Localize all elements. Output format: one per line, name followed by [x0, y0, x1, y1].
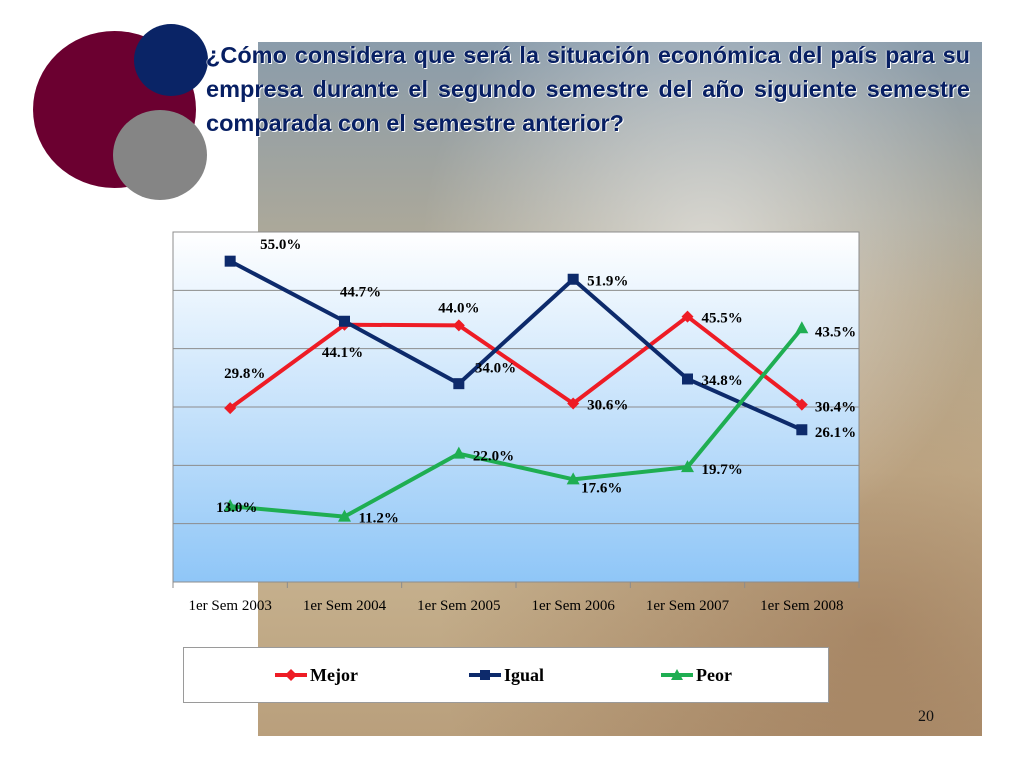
data-label-igual: 34.0%: [475, 361, 516, 377]
legend: Mejor Igual Peor: [183, 647, 829, 703]
marker-peor: [795, 321, 809, 334]
legend-item-peor: Peor: [601, 665, 791, 686]
data-label-igual: 44.7%: [340, 284, 381, 300]
marker-igual: [224, 255, 236, 267]
series-line-peor: [229, 326, 804, 519]
marker-peor: [452, 446, 466, 459]
data-label-peor: 43.5%: [815, 324, 856, 340]
series-layer: [223, 255, 809, 522]
data-label-mejor: 44.0%: [438, 300, 479, 316]
data-label-mejor: 30.4%: [815, 400, 856, 416]
marker-igual: [682, 373, 693, 385]
legend-marker-peor: [661, 669, 693, 680]
legend-label-igual: Igual: [503, 664, 545, 685]
data-label-peor: 13.0%: [216, 500, 257, 516]
marker-mejor: [795, 398, 808, 411]
data-label-peor: 11.2%: [359, 511, 399, 527]
x-tick-label: 1er Sem 2005: [417, 598, 500, 614]
x-tick-label: 1er Sem 2003: [189, 598, 272, 614]
marker-igual: [339, 315, 350, 327]
decor-circle-gray: [113, 110, 207, 200]
marker-igual: [567, 273, 579, 285]
data-label-mejor: 29.8%: [224, 366, 265, 382]
data-label-peor: 17.6%: [581, 480, 622, 496]
legend-label-peor: Peor: [696, 664, 732, 685]
marker-mejor: [452, 319, 465, 332]
marker-mejor: [681, 310, 694, 323]
slide-title: ¿Cómo considera que será la situación ec…: [206, 42, 970, 136]
series-line-igual: [229, 259, 803, 432]
legend-label-mejor: Mejor: [310, 664, 358, 685]
x-tick-label: 1er Sem 2004: [303, 598, 387, 614]
legend-marker-igual: [468, 670, 501, 680]
data-label-peor: 19.7%: [702, 462, 743, 478]
data-label-peor: 22.0%: [473, 449, 514, 465]
data-label-igual: 34.8%: [702, 373, 743, 389]
data-label-igual: 26.1%: [815, 425, 856, 441]
x-tick-label: 1er Sem 2007: [646, 598, 730, 614]
x-axis: 1er Sem 2003 1er Sem 2004 1er Sem 2005 1er …: [172, 582, 860, 614]
page-number: 20: [918, 708, 934, 725]
marker-mejor: [567, 397, 580, 410]
marker-peor: [338, 509, 351, 522]
data-label-mejor: 45.5%: [702, 311, 743, 327]
data-label-igual: 55.0%: [260, 237, 301, 253]
data-label-mejor: 44.1%: [322, 345, 363, 361]
data-labels: 29.8% 44.1% 44.0% 30.6% 45.5% 30.4% 55.0% 44.7%…: [216, 237, 856, 527]
marker-peor: [223, 499, 237, 512]
marker-igual: [453, 378, 465, 390]
x-tick-label: 1er Sem 2008: [760, 598, 843, 614]
legend-marker-mejor: [275, 669, 308, 681]
marker-peor: [681, 460, 694, 473]
marker-mejor: [224, 402, 237, 415]
decor-circle-navy: [134, 24, 208, 96]
legend-item-igual: Igual: [411, 665, 601, 686]
marker-igual: [796, 424, 808, 436]
legend-item-mejor: Mejor: [221, 665, 411, 686]
marker-peor: [566, 472, 580, 485]
data-label-mejor: 30.6%: [587, 398, 628, 414]
series-line-mejor: [228, 314, 804, 410]
data-label-igual: 51.9%: [587, 273, 628, 289]
x-tick-label: 1er Sem 2006: [532, 598, 616, 614]
